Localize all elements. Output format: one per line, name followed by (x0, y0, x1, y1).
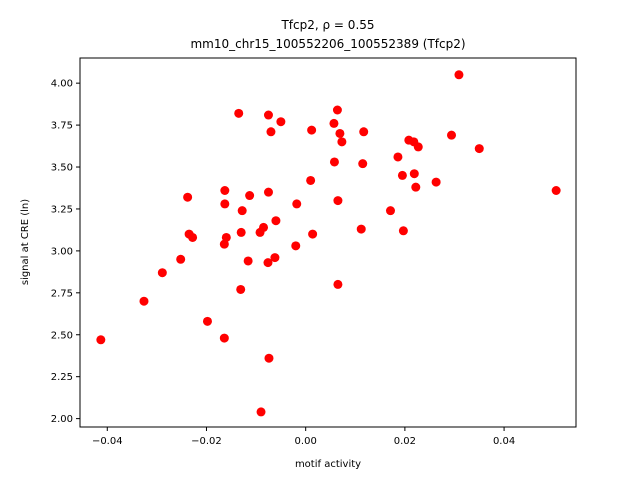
chart-title-line1: Tfcp2, ρ = 0.55 (280, 18, 374, 32)
y-tick-label: 3.00 (51, 246, 73, 257)
data-point (551, 186, 561, 196)
data-point (397, 170, 407, 180)
data-point (220, 199, 230, 209)
data-point (431, 177, 441, 187)
chart-title-line2: mm10_chr15_100552206_100552389 (Tfcp2) (190, 37, 465, 51)
data-point (157, 268, 167, 278)
data-point (266, 127, 276, 137)
x-axis-label: motif activity (295, 459, 361, 470)
data-point (329, 118, 339, 128)
data-point (276, 117, 286, 127)
data-point (411, 182, 421, 192)
data-point (256, 407, 266, 417)
data-point (306, 175, 316, 185)
data-point (358, 159, 368, 169)
data-point (176, 254, 186, 264)
data-point (413, 142, 423, 152)
y-tick-label: 2.25 (51, 372, 73, 383)
data-point (236, 284, 246, 294)
y-tick-label: 2.50 (51, 330, 73, 341)
y-axis-label: signal at CRE (ln) (20, 199, 31, 285)
data-point (454, 70, 464, 80)
data-point (96, 335, 106, 345)
y-tick-label: 2.00 (51, 414, 73, 425)
data-point (385, 206, 395, 216)
data-point (393, 152, 403, 162)
y-tick-label: 3.75 (51, 121, 73, 132)
data-point (221, 232, 231, 242)
data-point (333, 196, 343, 206)
data-point (263, 258, 273, 268)
data-point (219, 333, 229, 343)
x-tick-label: 0.02 (394, 436, 416, 447)
y-tick-label: 4.00 (51, 79, 73, 90)
data-point (333, 279, 343, 289)
data-point (220, 186, 230, 196)
data-point (474, 144, 484, 154)
data-point (263, 187, 273, 197)
data-point (243, 256, 253, 266)
data-point (236, 227, 246, 237)
data-point (447, 130, 457, 140)
data-point (188, 232, 198, 242)
data-point (234, 108, 244, 118)
data-point (263, 110, 273, 120)
data-point (329, 157, 339, 167)
data-point (271, 216, 281, 226)
data-point (332, 105, 342, 115)
data-point (307, 125, 317, 135)
data-point (237, 206, 247, 216)
data-point (183, 192, 193, 202)
data-point (356, 224, 366, 234)
x-axis-ticks: −0.04 −0.02 0.00 0.02 0.04 (92, 427, 515, 447)
y-tick-label: 3.50 (51, 163, 73, 174)
data-point (291, 241, 301, 251)
x-tick-label: 0.04 (493, 436, 515, 447)
data-point (264, 353, 274, 363)
plot-frame (79, 57, 577, 428)
data-point (409, 169, 419, 179)
data-point (139, 296, 149, 306)
data-point (335, 128, 345, 138)
data-point (259, 222, 269, 232)
y-tick-label: 2.75 (51, 288, 73, 299)
data-point (245, 191, 255, 201)
data-point (202, 316, 212, 326)
x-tick-label: −0.04 (92, 436, 123, 447)
x-tick-label: 0.00 (295, 436, 317, 447)
data-point (398, 226, 408, 236)
data-point (292, 199, 302, 209)
y-tick-label: 3.25 (51, 204, 73, 215)
data-point (337, 137, 347, 147)
data-points (96, 70, 561, 417)
x-tick-label: −0.02 (191, 436, 222, 447)
data-point (270, 253, 280, 263)
y-axis-ticks: 2.00 2.25 2.50 2.75 3.00 3.25 3.50 3.75 4.00 (51, 79, 80, 425)
data-point (308, 229, 318, 239)
data-point (359, 127, 369, 137)
